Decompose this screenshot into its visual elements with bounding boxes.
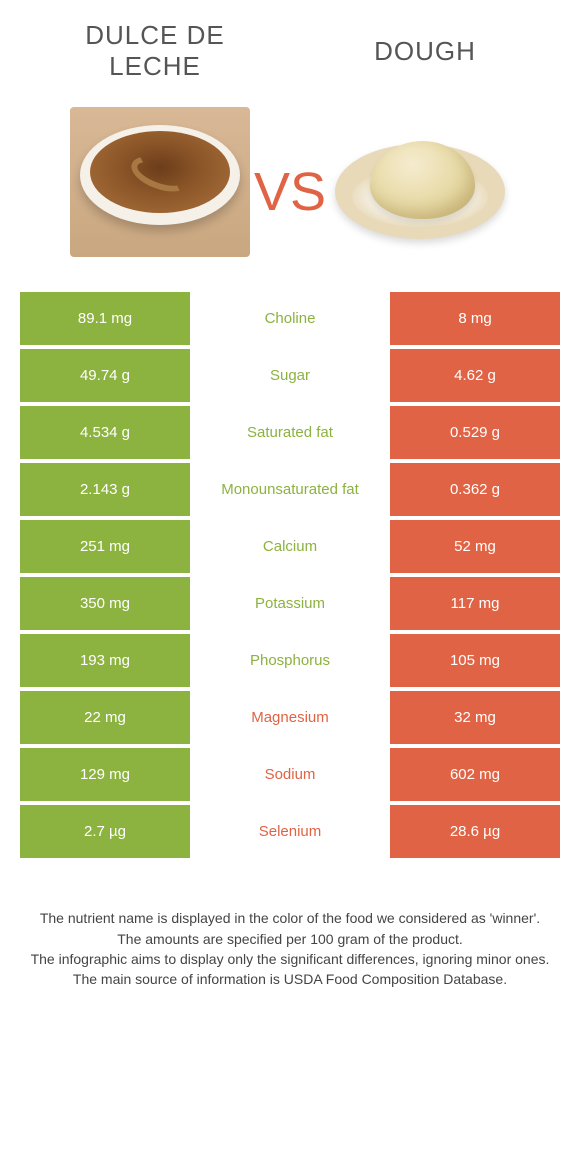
table-row: 49.74 gSugar4.62 g <box>20 349 560 402</box>
table-row: 350 mgPotassium117 mg <box>20 577 560 630</box>
nutrient-label: Choline <box>190 292 390 345</box>
nutrient-label: Calcium <box>190 520 390 573</box>
right-value: 8 mg <box>390 292 560 345</box>
dulce-de-leche-icon <box>70 107 250 257</box>
nutrient-label: Sugar <box>190 349 390 402</box>
left-food-image <box>60 102 260 262</box>
footer-line: The nutrient name is displayed in the co… <box>30 908 550 928</box>
left-value: 2.143 g <box>20 463 190 516</box>
nutrient-label: Saturated fat <box>190 406 390 459</box>
nutrient-label: Magnesium <box>190 691 390 744</box>
nutrient-label: Phosphorus <box>190 634 390 687</box>
footer-line: The main source of information is USDA F… <box>30 969 550 989</box>
nutrient-label: Sodium <box>190 748 390 801</box>
nutrient-label: Selenium <box>190 805 390 858</box>
vs-label: VS <box>254 161 326 223</box>
right-value: 0.529 g <box>390 406 560 459</box>
header: Dulce de Leche Dough <box>0 20 580 92</box>
right-food-image <box>320 102 520 262</box>
table-row: 22 mgMagnesium32 mg <box>20 691 560 744</box>
nutrient-label: Monounsaturated fat <box>190 463 390 516</box>
left-value: 350 mg <box>20 577 190 630</box>
nutrient-label: Potassium <box>190 577 390 630</box>
right-value: 4.62 g <box>390 349 560 402</box>
footer-notes: The nutrient name is displayed in the co… <box>0 908 580 989</box>
left-value: 89.1 mg <box>20 292 190 345</box>
right-value: 117 mg <box>390 577 560 630</box>
table-row: 2.7 µgSelenium28.6 µg <box>20 805 560 858</box>
table-row: 129 mgSodium602 mg <box>20 748 560 801</box>
right-food-title: Dough <box>290 36 560 67</box>
left-value: 193 mg <box>20 634 190 687</box>
dough-icon <box>330 107 510 257</box>
left-value: 251 mg <box>20 520 190 573</box>
right-value: 32 mg <box>390 691 560 744</box>
table-row: 251 mgCalcium52 mg <box>20 520 560 573</box>
right-value: 602 mg <box>390 748 560 801</box>
footer-line: The amounts are specified per 100 gram o… <box>30 929 550 949</box>
left-value: 2.7 µg <box>20 805 190 858</box>
table-row: 89.1 mgCholine8 mg <box>20 292 560 345</box>
images-row: VS <box>0 92 580 292</box>
footer-line: The infographic aims to display only the… <box>30 949 550 969</box>
table-row: 4.534 gSaturated fat0.529 g <box>20 406 560 459</box>
right-value: 0.362 g <box>390 463 560 516</box>
right-value: 52 mg <box>390 520 560 573</box>
table-row: 2.143 gMonounsaturated fat0.362 g <box>20 463 560 516</box>
left-value: 129 mg <box>20 748 190 801</box>
table-row: 193 mgPhosphorus105 mg <box>20 634 560 687</box>
left-value: 49.74 g <box>20 349 190 402</box>
left-value: 22 mg <box>20 691 190 744</box>
left-food-title: Dulce de Leche <box>20 20 290 82</box>
comparison-table: 89.1 mgCholine8 mg49.74 gSugar4.62 g4.53… <box>20 292 560 858</box>
right-value: 105 mg <box>390 634 560 687</box>
left-value: 4.534 g <box>20 406 190 459</box>
right-value: 28.6 µg <box>390 805 560 858</box>
